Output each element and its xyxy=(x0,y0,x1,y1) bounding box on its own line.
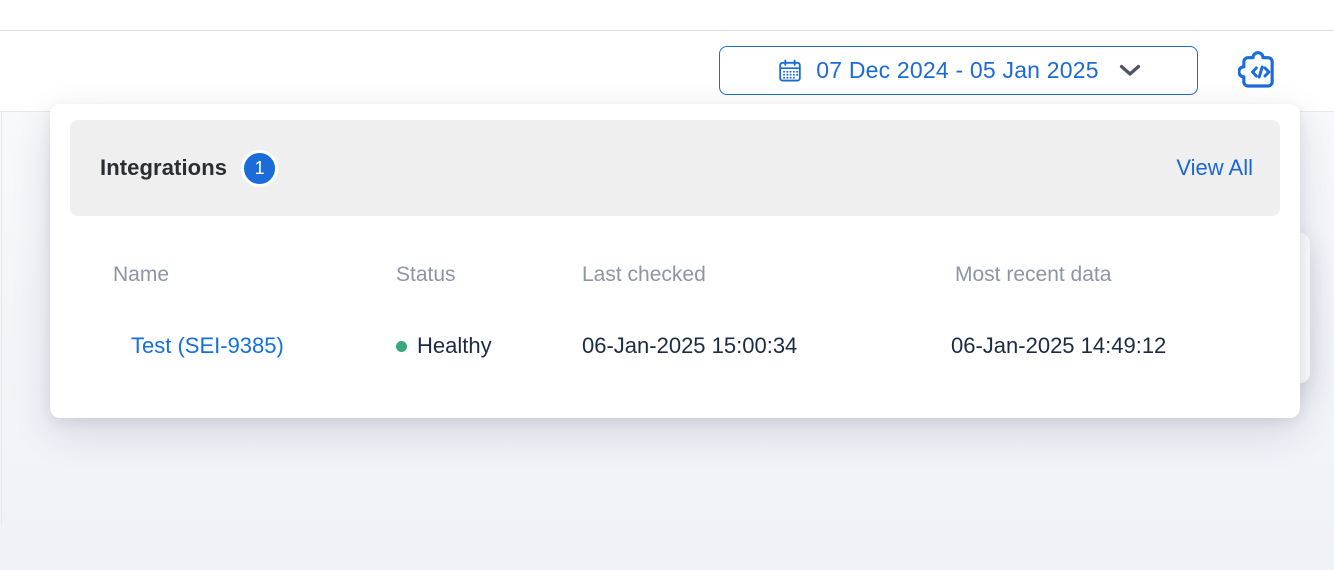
chevron-down-icon xyxy=(1119,64,1140,76)
top-bar xyxy=(0,0,1334,31)
integrations-count-badge: 1 xyxy=(241,149,279,187)
status-label: Healthy xyxy=(417,333,492,358)
table-row-status-cell: Healthy xyxy=(396,333,492,359)
integration-name-link[interactable]: Test (SEI-9385) xyxy=(131,333,284,358)
date-range-button[interactable]: 07 Dec 2024 - 05 Jan 2025 xyxy=(719,46,1198,95)
integrations-popover-header: Integrations 1 View All xyxy=(70,120,1280,216)
column-header-last-checked: Last checked xyxy=(582,263,706,286)
get-widget-code-button[interactable] xyxy=(1237,50,1279,92)
view-all-link[interactable]: View All xyxy=(1176,155,1253,180)
column-header-most-recent-data: Most recent data xyxy=(955,263,1112,286)
table-row-last-checked-cell: 06-Jan-2025 15:00:34 xyxy=(582,333,798,358)
sidebar-edge-divider xyxy=(1,111,2,525)
date-range-label: 07 Dec 2024 - 05 Jan 2025 xyxy=(816,57,1099,83)
column-header-name: Name xyxy=(113,263,170,286)
integrations-title: Integrations xyxy=(100,155,228,180)
get-widget-code-icon xyxy=(1238,51,1274,88)
column-header-status: Status xyxy=(396,263,456,286)
table-row-name-cell: Test (SEI-9385) xyxy=(131,333,284,359)
table-row-most-recent-data-cell: 06-Jan-2025 14:49:12 xyxy=(951,333,1167,358)
page-header: 07 Dec 2024 - 05 Jan 2025 xyxy=(0,32,1334,111)
healthy-status-dot-icon xyxy=(396,340,407,352)
calendar-icon xyxy=(779,59,801,81)
integrations-popover: Integrations 1 View All Name Status Last… xyxy=(50,104,1300,418)
